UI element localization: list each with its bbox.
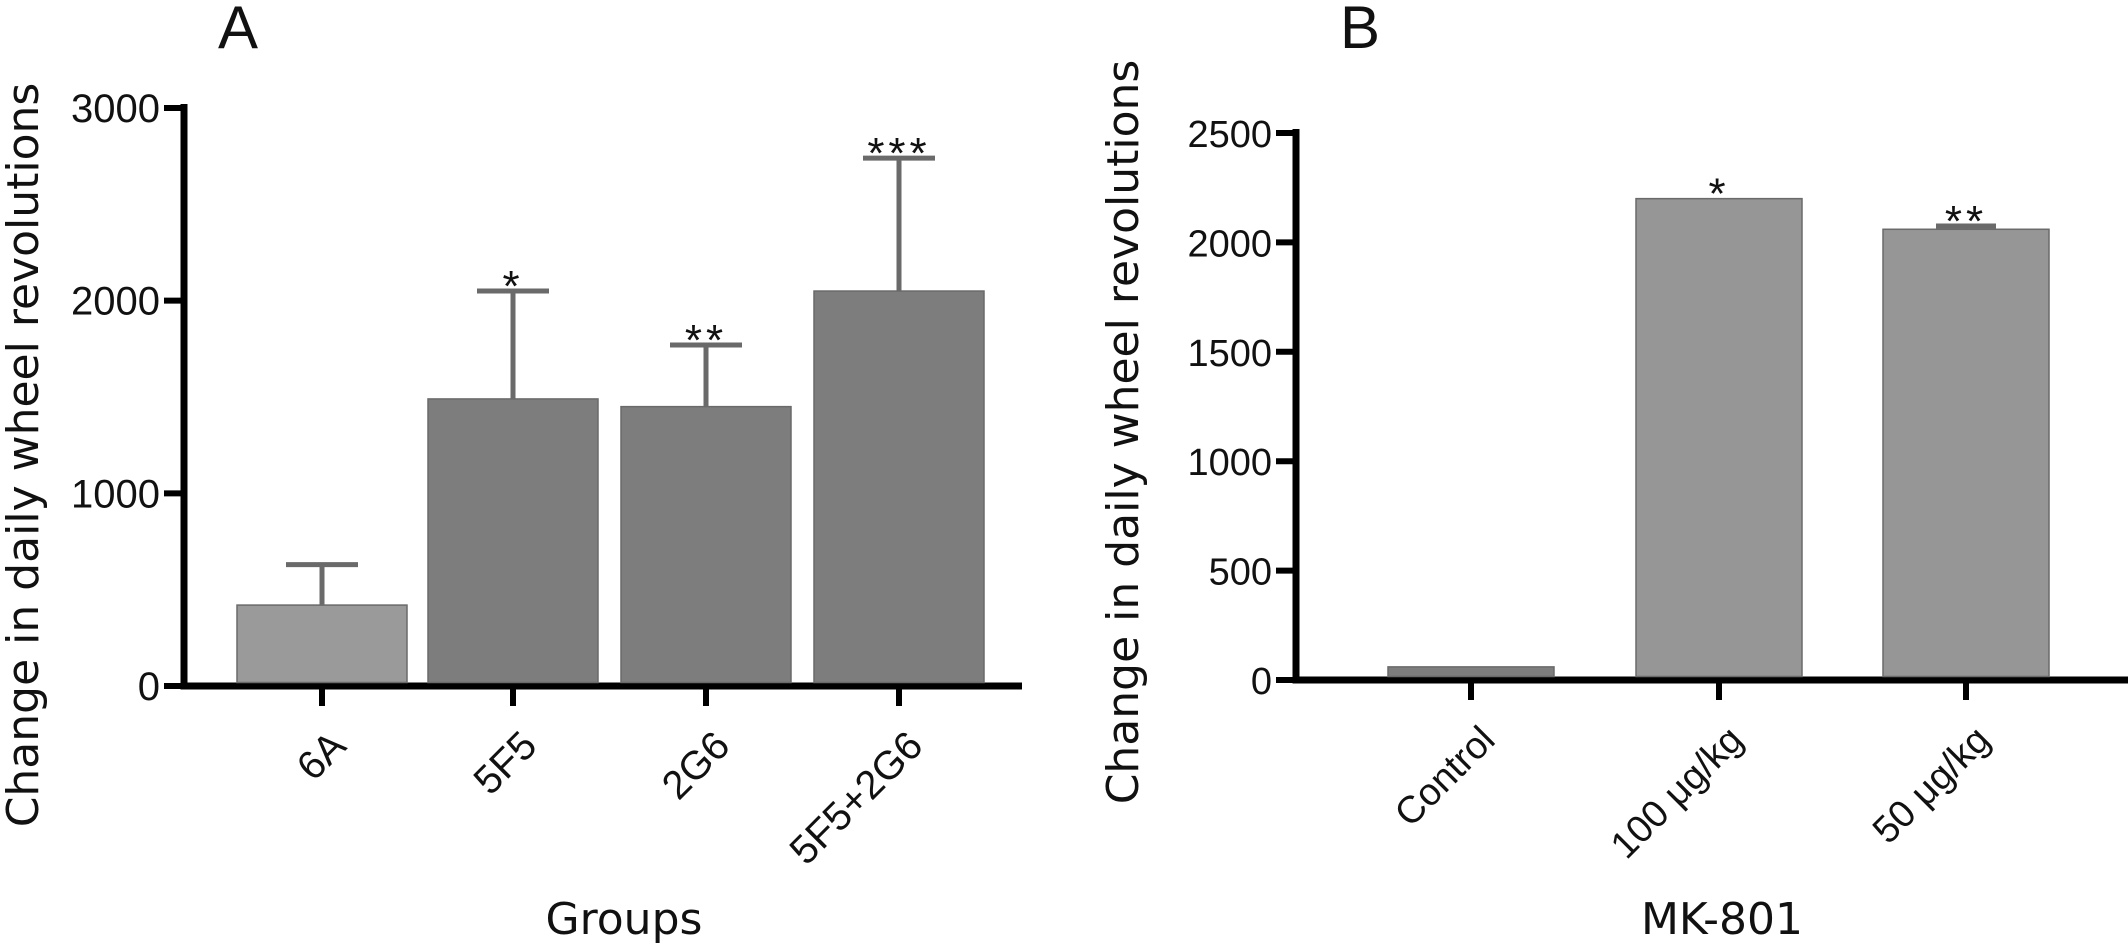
panel-b-y-tick-label: 500 — [1209, 552, 1272, 594]
panel-a-y-tick-label: 3000 — [71, 87, 160, 131]
panel-a-significance-label: *** — [867, 129, 930, 178]
panel-b-y-tick-label: 2500 — [1187, 114, 1272, 156]
panel-a-x-axis-label: Groups — [546, 894, 703, 945]
panel-a-category-label: 6A — [289, 723, 355, 789]
panel-a-bar — [236, 604, 408, 684]
panel-b-category-label: Control — [1387, 719, 1503, 835]
panel-a-y-tick-label: 1000 — [71, 472, 160, 516]
panel-b-y-tick-label: 0 — [1251, 661, 1272, 703]
panel-b-letter: B — [1340, 0, 1380, 61]
panel-b: B Change in daily wheel revolutions MK-8… — [1098, 0, 2128, 945]
panel-b-bar — [1635, 197, 1803, 678]
panel-a-bar — [813, 290, 985, 684]
panel-a-bar — [427, 398, 599, 684]
panel-b-y-tick-label: 2000 — [1187, 223, 1272, 265]
panel-b-bar — [1882, 228, 2050, 678]
panel-b-category-label: 50 μg/kg — [1865, 719, 1998, 852]
panel-a-category-label: 2G6 — [654, 723, 739, 808]
panel-a-plot: 0 1000 2000 3000 6A 5F5 * 2G6 ** 5F5+2G6 *** — [71, 87, 1022, 873]
panel-a-y-tick-label: 0 — [138, 665, 160, 709]
panel-a: A Change in daily wheel revolutions Grou… — [0, 0, 1022, 945]
panel-a-letter: A — [218, 0, 258, 61]
panel-b-y-axis-label: Change in daily wheel revolutions — [1098, 60, 1149, 805]
panel-b-bar — [1387, 666, 1555, 678]
panel-a-significance-label: * — [502, 262, 523, 311]
panel-b-significance-label: ** — [1945, 197, 1987, 246]
panel-a-category-label: 5F5 — [466, 723, 546, 803]
panel-b-x-axis-label: MK-801 — [1641, 894, 1803, 945]
panel-b-y-tick-label: 1000 — [1187, 442, 1272, 484]
panel-a-y-axis-label: Change in daily wheel revolutions — [0, 83, 49, 828]
panel-a-bar — [620, 405, 792, 684]
panel-b-category-label: 100 μg/kg — [1603, 719, 1751, 867]
panel-b-plot: 0 500 1000 1500 2000 2500 Control 100 μg/kg * 50 … — [1187, 114, 2128, 867]
panel-a-category-label: 5F5+2G6 — [782, 723, 932, 873]
panel-b-significance-label: * — [1708, 170, 1729, 219]
panel-a-y-tick-label: 2000 — [71, 280, 160, 324]
panel-b-y-tick-label: 1500 — [1187, 333, 1272, 375]
panel-a-significance-label: ** — [685, 316, 727, 365]
